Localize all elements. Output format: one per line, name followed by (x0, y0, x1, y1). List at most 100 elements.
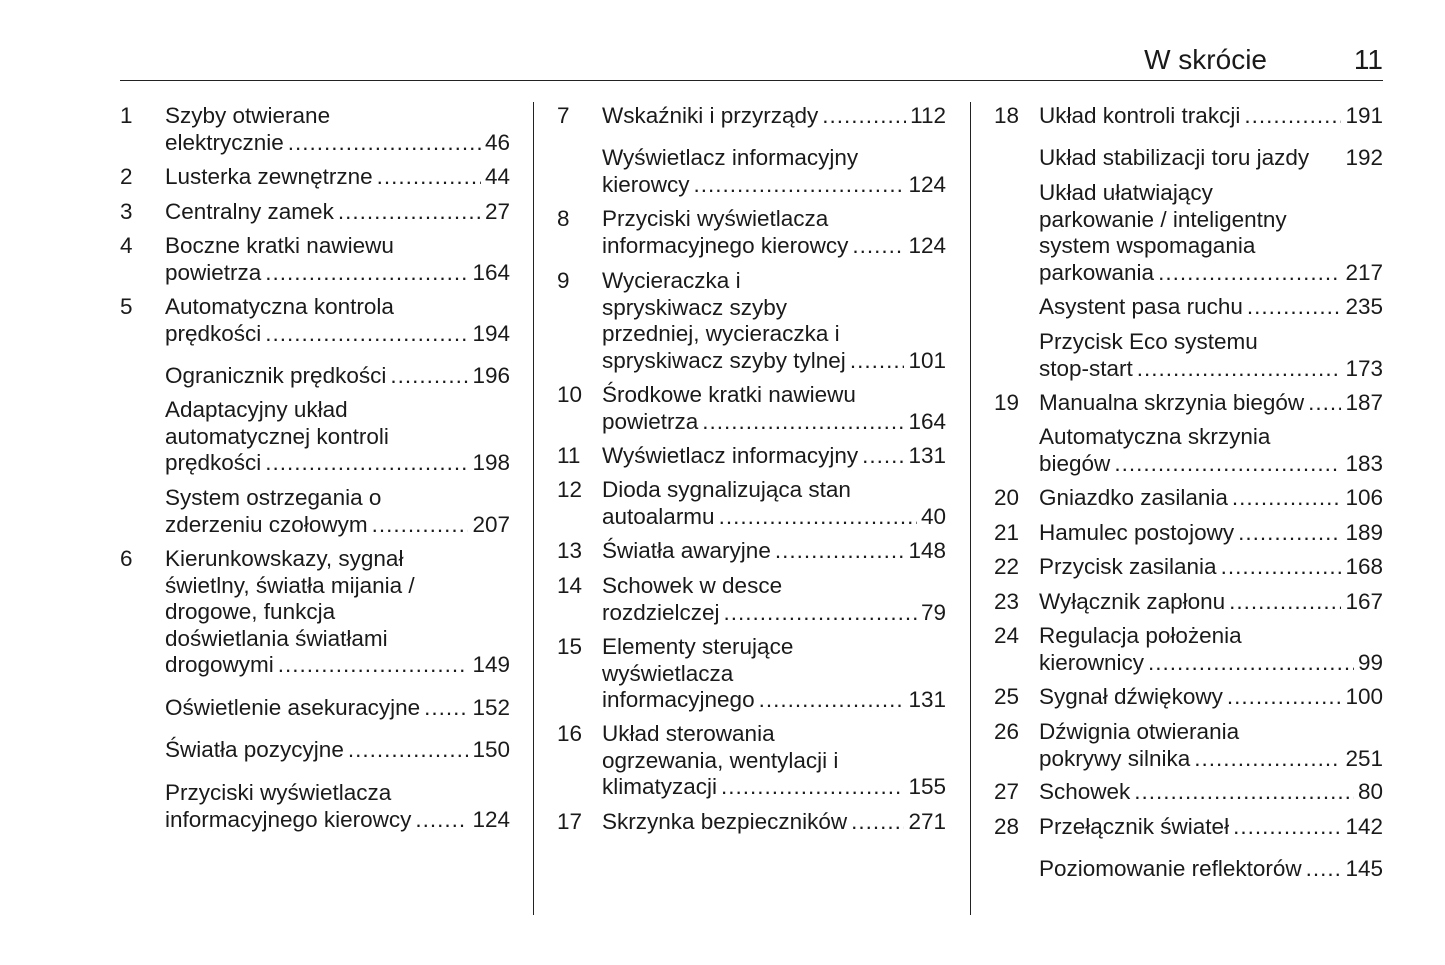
dot-leader (265, 450, 468, 477)
entry-page[interactable]: 80 (1357, 779, 1383, 804)
entry-page[interactable]: 164 (908, 408, 946, 434)
entry-page[interactable]: 251 (1345, 745, 1383, 771)
entry-title: Światła awaryjne (602, 538, 771, 563)
entry-page[interactable]: 27 (484, 199, 510, 224)
toc-entry[interactable]: 20 Gniazdko zasilania 106 (994, 485, 1383, 512)
toc-entry[interactable]: 6 Kierunkowskazy, sygnał świetlny, światła… (120, 546, 510, 679)
dot-leader (265, 260, 468, 287)
entry-page[interactable]: 79 (920, 599, 946, 625)
column-divider (970, 102, 971, 915)
toc-entry[interactable]: 16 Układ sterowania ogrzewania, wentylacji… (557, 721, 946, 801)
entry-number: 7 (557, 103, 570, 128)
entry-number: 13 (557, 538, 583, 563)
toc-entry[interactable]: 13 Światła awaryjne 148 (557, 538, 946, 565)
entry-page[interactable]: 173 (1345, 355, 1383, 381)
entry-page[interactable]: 131 (908, 687, 946, 713)
toc-entry[interactable]: 8 Przyciski wyświetlacza informacyjnego ki… (557, 206, 946, 259)
entry-title: Układ kontroli trakcji (1039, 103, 1241, 128)
entry-page[interactable]: 131 (908, 443, 946, 468)
entry-page[interactable]: 149 (472, 652, 510, 678)
dot-leader (1244, 103, 1341, 130)
dot-leader (759, 687, 905, 714)
entry-page[interactable]: 194 (472, 320, 510, 346)
toc-entry[interactable]: Światła pozycyjne 150 (120, 737, 510, 764)
entry-page[interactable]: 187 (1345, 390, 1383, 415)
toc-entry[interactable]: 22 Przycisk zasilania 168 (994, 554, 1383, 581)
entry-title: elektrycznie (165, 129, 284, 155)
toc-entry[interactable]: Adaptacyjny układ automatycznej kontroli p… (120, 397, 510, 477)
toc-entry[interactable]: 11 Wyświetlacz informacyjny 131 (557, 443, 946, 470)
dot-leader (1148, 650, 1354, 677)
toc-entry[interactable]: Poziomowanie reflektorów 145 (994, 856, 1383, 883)
toc-entry[interactable]: 21 Hamulec postojowy 189 (994, 520, 1383, 547)
toc-entry[interactable]: Asystent pasa ruchu 235 (994, 294, 1383, 321)
entry-page[interactable]: 124 (908, 232, 946, 258)
entry-number: 17 (557, 809, 583, 834)
toc-entry[interactable]: 3 Centralny zamek 27 (120, 199, 510, 226)
entry-page[interactable]: 44 (484, 164, 510, 189)
entry-page[interactable]: 101 (908, 347, 946, 373)
entry-page[interactable]: 189 (1345, 520, 1383, 545)
entry-page[interactable]: 168 (1345, 554, 1383, 579)
entry-page[interactable]: 124 (908, 171, 946, 197)
toc-entry[interactable]: 27 Schowek 80 (994, 779, 1383, 806)
entry-page[interactable]: 46 (484, 129, 510, 155)
toc-entry[interactable]: 17 Skrzynka bezpieczników 271 (557, 809, 946, 836)
entry-page[interactable]: 148 (908, 538, 946, 563)
entry-page[interactable]: 99 (1357, 649, 1383, 675)
toc-entry[interactable]: 19 Manualna skrzynia biegów 187 (994, 390, 1383, 417)
dot-leader (822, 103, 906, 130)
toc-entry[interactable]: Ogranicznik prędkości 196 (120, 363, 510, 390)
toc-entry[interactable]: 15 Elementy sterujące wyświetlacza informac… (557, 634, 946, 714)
entry-page[interactable]: 217 (1345, 259, 1383, 285)
entry-page[interactable]: 124 (472, 806, 510, 832)
dot-leader (265, 321, 468, 348)
toc-entry[interactable]: Układ stabilizacji toru jazdy 192 (994, 145, 1383, 172)
toc-entry[interactable]: 28 Przełącznik świateł 142 (994, 814, 1383, 841)
entry-title: drogowymi (165, 652, 274, 678)
toc-entry[interactable]: 25 Sygnał dźwiękowy 100 (994, 684, 1383, 711)
entry-page[interactable]: 167 (1345, 589, 1383, 614)
toc-entry[interactable]: 2 Lusterka zewnętrzne 44 (120, 164, 510, 191)
entry-page[interactable]: 164 (472, 259, 510, 285)
toc-entry[interactable]: 23 Wyłącznik zapłonu 167 (994, 589, 1383, 616)
entry-page[interactable]: 192 (1345, 145, 1383, 170)
entry-page[interactable]: 145 (1345, 856, 1383, 881)
toc-entry[interactable]: Przyciski wyświetlacza informacyjnego kie… (120, 780, 510, 833)
entry-page[interactable]: 106 (1345, 485, 1383, 510)
entry-page[interactable]: 191 (1345, 103, 1383, 128)
toc-entry[interactable]: 18 Układ kontroli trakcji 191 (994, 103, 1383, 130)
entry-page[interactable]: 271 (908, 809, 946, 834)
entry-page[interactable]: 142 (1345, 814, 1383, 839)
toc-entry[interactable]: 7 Wskaźniki i przyrządy 112 (557, 103, 946, 130)
entry-page[interactable]: 207 (472, 511, 510, 537)
dot-leader (1227, 684, 1342, 711)
entry-page[interactable]: 183 (1345, 450, 1383, 476)
toc-entry[interactable]: 9 Wycieraczka i spryskiwacz szyby przedniej… (557, 268, 946, 374)
entry-page[interactable]: 196 (472, 363, 510, 388)
toc-entry[interactable]: Oświetlenie asekuracyjne 152 (120, 695, 510, 722)
entry-page[interactable]: 100 (1345, 684, 1383, 709)
entry-page[interactable]: 155 (908, 774, 946, 800)
entry-page[interactable]: 235 (1345, 294, 1383, 319)
entry-page[interactable]: 152 (472, 695, 510, 720)
toc-entry[interactable]: Układ ułatwiający parkowanie / inteligent… (994, 180, 1383, 286)
entry-page[interactable]: 40 (920, 503, 946, 529)
entry-page[interactable]: 112 (910, 103, 946, 128)
entry-page[interactable]: 150 (472, 737, 510, 762)
entry-page[interactable]: 198 (472, 450, 510, 476)
dot-leader (694, 172, 905, 199)
header-rule (120, 80, 1383, 81)
